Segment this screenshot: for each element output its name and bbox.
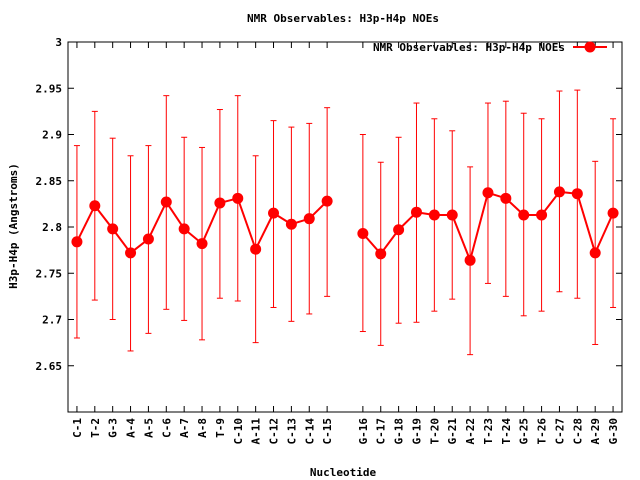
x-tick-label: G-3 — [107, 418, 120, 438]
x-tick-label: A-5 — [142, 418, 155, 438]
series-line-segment — [201, 202, 221, 245]
legend-marker-swatch — [584, 41, 596, 53]
y-tick-label: 2.9 — [42, 129, 62, 142]
x-tick-label: G-25 — [518, 418, 531, 445]
x-tick-label: T-20 — [428, 418, 441, 445]
y-tick-label: 2.8 — [42, 221, 62, 234]
x-axis-ticks: C-1 T-2 G-3 A-4 A-5 C-6 A-7 A-8 T-9 C-10 A-11 C-12 C… — [71, 42, 620, 445]
y-tick-label: 3 — [55, 36, 62, 49]
y-tick-label: 2.95 — [36, 82, 63, 95]
data-point — [232, 192, 244, 204]
legend: NMR Observables: H3p-H4p NOEs — [373, 41, 607, 54]
series-line-segment — [236, 197, 257, 250]
x-tick-label: G-16 — [357, 418, 370, 445]
data-point — [142, 233, 154, 245]
data-point — [607, 207, 619, 219]
y-tick-label: 2.75 — [36, 267, 63, 280]
x-tick-label: C-6 — [160, 418, 173, 438]
series-line-segment — [76, 205, 96, 243]
x-tick-label: A-22 — [464, 418, 477, 445]
x-tick-label: A-29 — [589, 418, 602, 445]
x-tick-label: T-23 — [482, 418, 495, 445]
x-tick-label: G-18 — [393, 418, 406, 445]
data-point — [125, 247, 137, 259]
data-point — [107, 223, 119, 235]
x-tick-label: C-28 — [571, 418, 584, 445]
data-point — [446, 209, 458, 221]
x-tick-label: T-2 — [89, 418, 102, 438]
data-point — [410, 206, 422, 218]
series-layer — [71, 89, 619, 356]
y-tick-label: 2.65 — [36, 360, 63, 373]
data-point — [196, 238, 208, 250]
data-point — [553, 186, 565, 198]
data-point — [160, 196, 172, 208]
data-point — [89, 200, 101, 212]
data-point — [536, 209, 548, 221]
data-point — [357, 227, 369, 239]
y-tick-label: 2.85 — [36, 175, 63, 188]
x-tick-label: A-7 — [178, 418, 191, 438]
data-point — [250, 243, 262, 255]
x-tick-label: C-12 — [268, 418, 281, 445]
data-point — [464, 254, 476, 266]
chart-title: NMR Observables: H3p-H4p NOEs — [247, 12, 439, 25]
data-point — [268, 207, 280, 219]
x-tick-label: C-14 — [303, 418, 316, 445]
data-point — [393, 224, 405, 236]
x-tick-label: G-21 — [446, 418, 459, 445]
series-line-segment — [254, 212, 275, 250]
data-point — [303, 213, 315, 225]
x-tick-label: A-8 — [196, 418, 209, 438]
data-point — [375, 248, 387, 260]
data-point — [500, 192, 512, 204]
y-axis-label: H3p-H4p (Angstroms) — [7, 163, 20, 289]
x-tick-label: C-15 — [321, 418, 334, 445]
legend-label: NMR Observables: H3p-H4p NOEs — [373, 41, 565, 54]
series-line-segment — [594, 212, 614, 254]
series-line-segment — [147, 201, 168, 240]
data-point — [321, 195, 333, 207]
x-tick-label: T-9 — [214, 418, 227, 438]
series-line-segment — [576, 193, 597, 254]
x-tick-label: A-4 — [125, 418, 138, 438]
x-tick-label: C-13 — [285, 418, 298, 445]
x-tick-label: C-10 — [232, 418, 245, 445]
data-point — [71, 236, 83, 248]
x-tick-label: G-19 — [410, 418, 423, 445]
y-tick-label: 2.7 — [42, 314, 62, 327]
x-tick-label: T-26 — [536, 418, 549, 445]
x-axis-label: Nucleotide — [310, 466, 377, 479]
data-point — [482, 187, 494, 199]
x-tick-label: T-24 — [500, 418, 513, 445]
data-point — [428, 209, 440, 221]
x-tick-label: C-1 — [71, 418, 84, 438]
data-point — [178, 223, 190, 235]
series-line-segment — [469, 192, 489, 261]
x-tick-label: C-27 — [553, 418, 566, 445]
x-tick-label: G-30 — [607, 418, 620, 445]
data-point — [571, 188, 583, 200]
data-point — [589, 247, 601, 259]
x-tick-label: A-11 — [250, 418, 263, 445]
data-point — [518, 209, 530, 221]
x-tick-label: C-17 — [375, 418, 388, 445]
y-axis-ticks: 2.65 2.7 2.75 2.8 2.85 2.9 2.95 3 — [36, 36, 622, 373]
series-line-segment — [451, 214, 472, 261]
data-point — [285, 218, 297, 230]
data-point — [214, 197, 226, 209]
